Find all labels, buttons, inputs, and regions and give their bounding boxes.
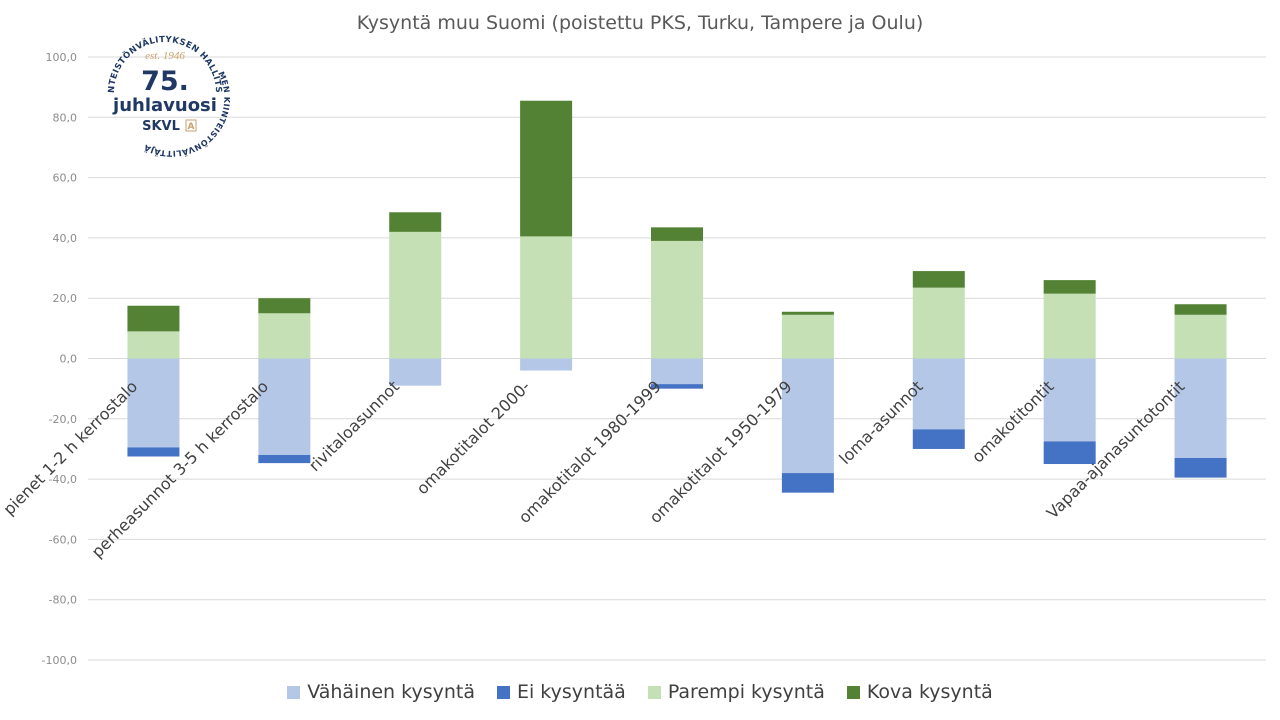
bar-segment bbox=[520, 236, 573, 359]
y-axis-ticks: 100,0 80,0 60,0 40,0 20,0 0,0 -20,0 -40,0 -60,0 -… bbox=[42, 51, 77, 667]
legend-label: Vähäinen kysyntä bbox=[307, 681, 475, 703]
bar-segment bbox=[781, 473, 834, 493]
bar-segment bbox=[1043, 293, 1096, 359]
logo-brand-mark-box bbox=[185, 119, 197, 132]
legend-swatch bbox=[846, 685, 860, 699]
bar-segment bbox=[1174, 304, 1227, 315]
legend-item: Vähäinen kysyntä bbox=[287, 681, 475, 703]
legend-swatch bbox=[496, 685, 510, 699]
bar-segment bbox=[389, 358, 442, 386]
bar-segment bbox=[781, 314, 834, 359]
legend-label: Ei kysyntää bbox=[516, 681, 626, 703]
bar-segment bbox=[1043, 280, 1096, 294]
bar-segment bbox=[1043, 358, 1096, 442]
y-tick-label: 20,0 bbox=[53, 292, 78, 305]
bar-segment bbox=[258, 298, 311, 314]
bar-segment bbox=[781, 311, 834, 315]
y-tick-label: -20,0 bbox=[49, 413, 77, 426]
category-label: pienet 1-2 h kerrostalo bbox=[0, 377, 141, 519]
category-label: omakotitalot 1980-1999 bbox=[515, 377, 665, 527]
bar-segment bbox=[912, 429, 965, 449]
bar-segment bbox=[912, 271, 965, 288]
bar-segment bbox=[1174, 457, 1227, 478]
legend-item: Parempi kysyntä bbox=[647, 681, 825, 703]
legend-label: Parempi kysyntä bbox=[667, 681, 825, 703]
y-tick-label: -60,0 bbox=[49, 533, 77, 546]
legend-swatch bbox=[647, 685, 661, 699]
chart-title: Kysyntä muu Suomi (poistettu PKS, Turku,… bbox=[356, 12, 924, 34]
bar-segment bbox=[127, 331, 180, 359]
y-tick-label: 100,0 bbox=[46, 51, 78, 64]
bar-segment bbox=[651, 358, 703, 385]
bar-segment bbox=[651, 240, 703, 359]
y-tick-label: 40,0 bbox=[53, 232, 78, 245]
bar-segment bbox=[912, 287, 965, 359]
y-tick-label: 80,0 bbox=[53, 111, 78, 124]
category-label: omakotitalot 2000- bbox=[413, 377, 534, 498]
logo-brand-mark: A bbox=[188, 122, 195, 132]
bar-segment bbox=[1174, 314, 1227, 359]
logo-brand: SKVL bbox=[142, 119, 180, 134]
legend-swatch bbox=[287, 685, 301, 699]
bars bbox=[127, 100, 1227, 493]
legend: Vähäinen kysyntä Ei kysyntää Parempi kysyn… bbox=[0, 681, 1280, 703]
bar-segment bbox=[389, 231, 442, 359]
logo-est: est. 1946 bbox=[145, 50, 185, 62]
y-tick-label: 0,0 bbox=[60, 353, 78, 366]
bar-segment bbox=[258, 313, 311, 359]
bar-segment bbox=[127, 305, 180, 332]
bar-segment bbox=[651, 384, 703, 389]
legend-item: Kova kysyntä bbox=[846, 681, 993, 703]
bar-segment bbox=[258, 358, 311, 455]
bar-segment bbox=[1174, 358, 1227, 458]
logo-number: 75. bbox=[141, 66, 189, 97]
bar-segment bbox=[912, 358, 965, 430]
bar-segment bbox=[258, 454, 311, 464]
y-tick-label: -80,0 bbox=[49, 594, 77, 607]
bar-segment bbox=[781, 358, 834, 474]
bar-segment bbox=[127, 358, 180, 448]
category-label: rivitaloasunnot bbox=[305, 377, 403, 475]
logo: KIINTEISTÖNVÄLITYKSEN HALLITSIJA SUOMEN … bbox=[100, 28, 230, 158]
bar-segment bbox=[520, 358, 573, 371]
y-tick-label: -40,0 bbox=[49, 473, 77, 486]
bar-segment bbox=[520, 100, 573, 237]
y-tick-label: 60,0 bbox=[53, 172, 78, 185]
bar-segment bbox=[651, 227, 703, 241]
bar-segment bbox=[127, 447, 180, 457]
legend-label: Kova kysyntä bbox=[866, 681, 993, 703]
category-label: omakotitalot 1950-1979 bbox=[646, 377, 796, 527]
legend-item: Ei kysyntää bbox=[496, 681, 626, 703]
bar-segment bbox=[389, 212, 442, 232]
y-tick-label: -100,0 bbox=[42, 654, 77, 667]
logo-word: juhlavuosi bbox=[112, 95, 217, 116]
bar-segment bbox=[1043, 441, 1096, 465]
